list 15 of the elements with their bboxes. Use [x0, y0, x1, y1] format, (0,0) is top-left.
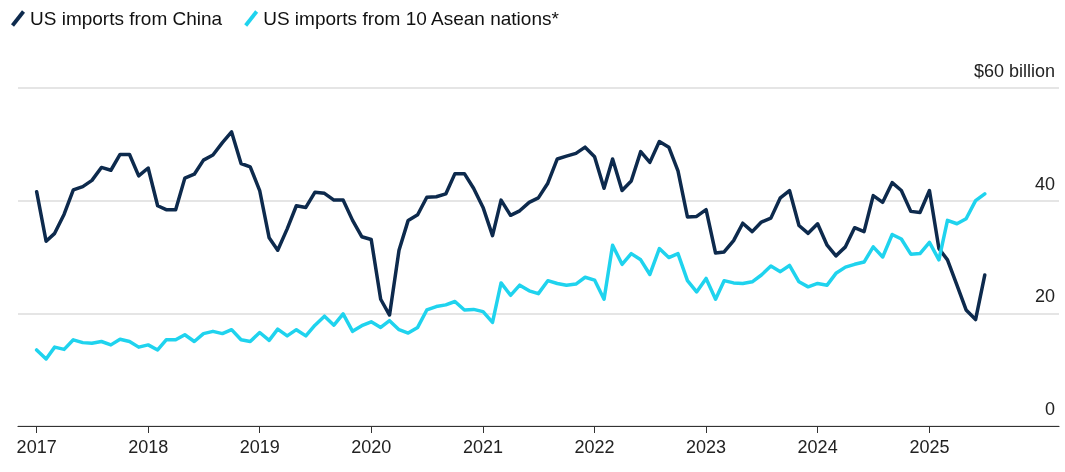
x-tick-label: 2018: [128, 437, 169, 457]
x-tick-label: 2017: [16, 437, 57, 457]
y-tick-label: 40: [1034, 173, 1055, 194]
x-tick-label: 2020: [351, 437, 392, 457]
y-tick-label: 20: [1034, 286, 1055, 307]
legend-label: US imports from China: [30, 8, 223, 29]
x-tick-label: 2022: [574, 437, 615, 457]
x-tick-label: 2024: [797, 437, 838, 457]
x-tick-label: 2019: [239, 437, 280, 457]
y-tick-label: $60 billion: [973, 61, 1055, 81]
x-tick-label: 2025: [909, 437, 950, 457]
legend-label: US imports from 10 Asean nations*: [263, 8, 560, 29]
x-tick-label: 2023: [686, 437, 727, 457]
y-tick-label: 0: [1044, 399, 1055, 419]
x-tick-label: 2021: [463, 437, 504, 457]
